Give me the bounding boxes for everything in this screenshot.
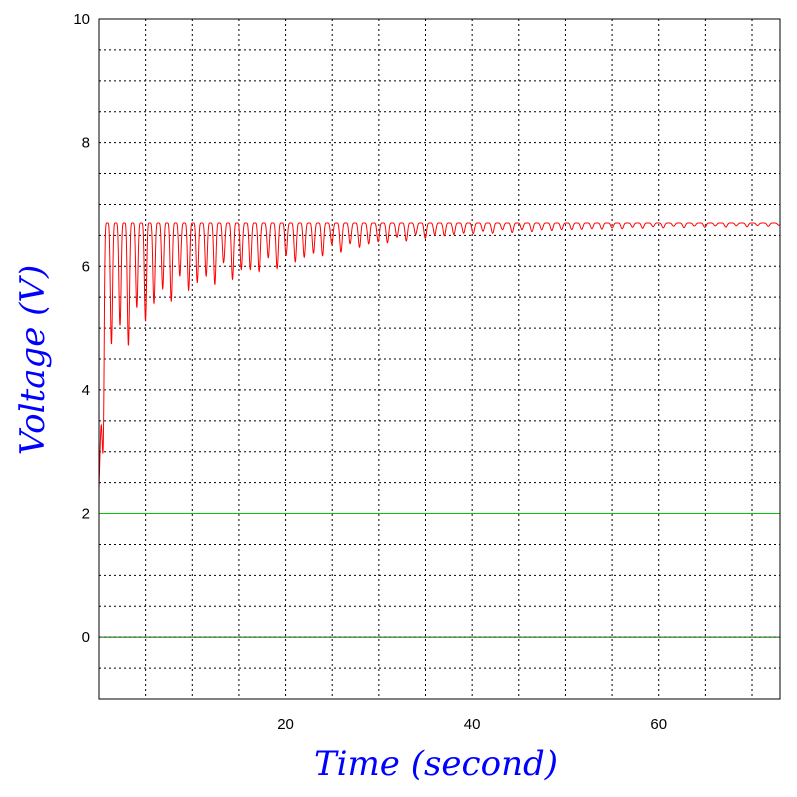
x-tick-label: 40: [464, 716, 481, 733]
plot-frame: [98, 18, 781, 700]
x-tick-label: 20: [277, 716, 294, 733]
y-tick-label: 2: [82, 506, 90, 523]
x-tick-label: 60: [650, 716, 667, 733]
y-tick-label: 8: [82, 135, 90, 152]
y-tick-label: 4: [82, 382, 90, 399]
tick-labels: 0 2 4 6 8 10 20 40 60: [73, 11, 667, 733]
y-tick-label: 0: [82, 629, 90, 646]
grid: [99, 19, 780, 699]
y-tick-label: 10: [73, 11, 90, 28]
series-layer: [98, 222, 781, 638]
x-axis-title: Time (second): [314, 744, 558, 784]
y-tick-label: 6: [82, 258, 90, 275]
y-axis-title: Voltage (V): [13, 265, 53, 456]
series-line-1: [98, 222, 781, 489]
